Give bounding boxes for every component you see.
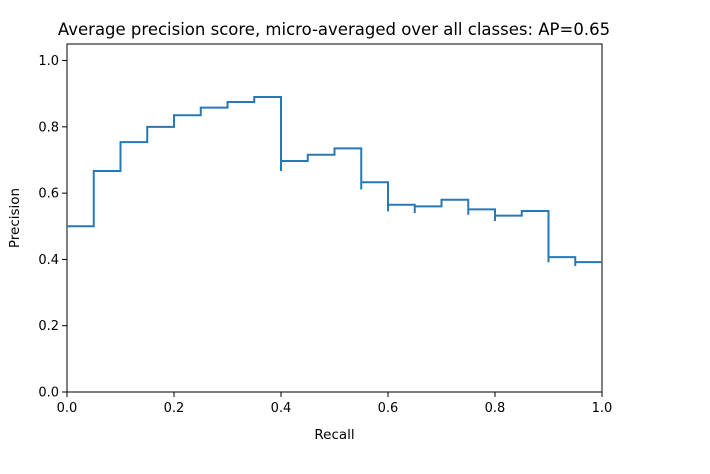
x-tick-label: 0.2 <box>164 401 185 416</box>
y-tick-label: 1.0 <box>38 54 59 69</box>
chart-title: Average precision score, micro-averaged … <box>58 20 610 39</box>
y-axis-ticks: 0.0 0.2 0.4 0.6 0.8 1.0 <box>38 54 67 401</box>
y-tick-label: 0.6 <box>38 187 59 202</box>
x-tick-label: 0.6 <box>378 401 399 416</box>
series-layer <box>67 96 602 267</box>
y-tick-label: 0.0 <box>38 386 59 401</box>
x-tick-label: 0.8 <box>485 401 506 416</box>
y-tick-label: 0.8 <box>38 120 59 135</box>
y-tick-label: 0.2 <box>38 319 59 334</box>
x-tick-label: 1.0 <box>592 401 613 416</box>
x-axis-ticks: 0.0 0.2 0.4 0.6 0.8 1.0 <box>57 392 613 416</box>
precision-recall-curve <box>67 96 602 267</box>
y-axis-label: Precision <box>7 188 23 248</box>
x-tick-label: 0.0 <box>57 401 78 416</box>
x-tick-label: 0.4 <box>271 401 292 416</box>
y-tick-label: 0.4 <box>38 253 59 268</box>
plot-area <box>66 43 603 393</box>
x-axis-label: Recall <box>314 427 354 443</box>
